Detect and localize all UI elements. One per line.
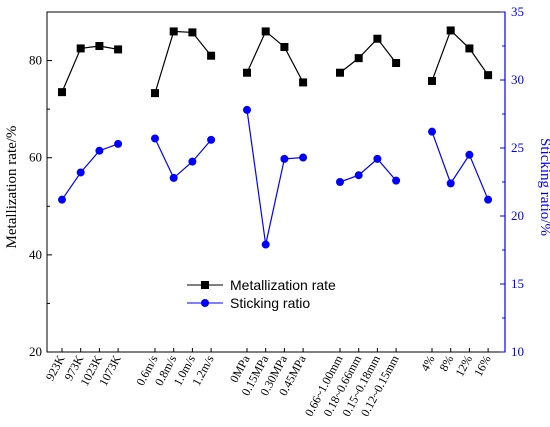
sticking-ratio-point — [76, 168, 85, 177]
sticking-ratio-line — [61, 143, 119, 201]
sticking-ratio-point — [446, 179, 455, 188]
metallization-rate-point — [392, 59, 401, 67]
y-left-tick-label: 60 — [29, 150, 42, 165]
metallization-rate-point — [428, 76, 436, 85]
y-left-tick-label: 40 — [29, 247, 42, 262]
metallization-rate-point — [58, 88, 66, 97]
y-right-tick-label: 20 — [511, 208, 524, 223]
metallization-rate-point — [446, 26, 455, 35]
x-category-label: 8% — [436, 353, 456, 374]
sticking-ratio-point — [392, 176, 401, 185]
metallization-rate-point — [95, 42, 104, 50]
sticking-ratio-point — [354, 171, 363, 180]
sticking-ratio-line — [154, 138, 212, 179]
x-category-label: 12% — [452, 353, 475, 379]
sticking-ratio-point — [169, 173, 178, 182]
metallization-rate-point — [188, 28, 197, 37]
sticking-ratio-point — [465, 150, 474, 159]
y-right-tick-label: 10 — [511, 344, 524, 359]
y-axis-right-title: Sticking ratio/% — [537, 138, 550, 236]
metallization-rate-point — [243, 68, 251, 77]
sticking-ratio-point — [151, 134, 159, 143]
legend-marker-circle — [201, 299, 209, 307]
metallization-rate-point — [484, 71, 493, 80]
metallization-rate-point — [299, 78, 308, 87]
metallization-rate-point — [151, 89, 159, 98]
sticking-ratio-line — [246, 109, 304, 245]
metallization-rate-point — [373, 34, 382, 43]
metallization-rate-point — [354, 54, 363, 63]
metallization-rate-line — [61, 45, 119, 93]
sticking-ratio-point — [299, 153, 308, 162]
metallization-rate-point — [261, 27, 270, 36]
chart-series — [58, 26, 493, 249]
sticking-ratio-line — [339, 158, 397, 183]
sticking-ratio-point — [95, 146, 104, 155]
x-category-label: 16% — [471, 353, 494, 379]
sticking-ratio-point — [243, 105, 251, 114]
metallization-rate-point — [336, 68, 344, 77]
y-left-tick-label: 20 — [29, 344, 42, 359]
chart-ticks: 20 40 60 80 10 15 20 25 30 35 — [29, 4, 524, 359]
sticking-ratio-line — [431, 131, 489, 200]
y-right-tick-label: 35 — [511, 4, 524, 19]
sticking-ratio-point — [373, 154, 382, 163]
y-right-tick-label: 15 — [511, 276, 524, 291]
sticking-ratio-point — [484, 195, 493, 204]
legend-marker-square — [201, 281, 209, 289]
metallization-rate-point — [169, 27, 178, 36]
sticking-ratio-point — [114, 139, 123, 148]
metallization-rate-point — [465, 44, 474, 53]
sticking-ratio-point — [280, 154, 289, 163]
metallization-rate-line — [154, 30, 212, 94]
sticking-ratio-point — [261, 240, 270, 249]
metallization-rate-line — [246, 30, 304, 83]
metallization-rate-point — [207, 51, 216, 60]
y-axis-left-title: Metallization rate/% — [4, 126, 20, 249]
legend-label-sticking: Sticking ratio — [230, 295, 310, 311]
sticking-ratio-point — [207, 135, 216, 144]
y-right-tick-label: 25 — [511, 140, 524, 155]
metallization-rate-point — [114, 45, 123, 54]
x-category-label: 4% — [418, 353, 438, 374]
legend-label-metallization: Metallization rate — [230, 277, 336, 293]
metallization-rate-line — [431, 29, 489, 82]
sticking-ratio-point — [428, 127, 436, 136]
sticking-ratio-point — [188, 157, 197, 166]
sticking-ratio-point — [336, 178, 344, 186]
metallization-rate-line — [339, 37, 397, 74]
y-left-tick-label: 80 — [29, 53, 42, 68]
y-right-tick-label: 30 — [511, 72, 524, 87]
sticking-ratio-point — [58, 195, 66, 204]
metallization-rate-point — [280, 42, 289, 51]
metallization-rate-point — [76, 44, 85, 53]
legend: Metallization rate Sticking ratio — [187, 277, 336, 311]
